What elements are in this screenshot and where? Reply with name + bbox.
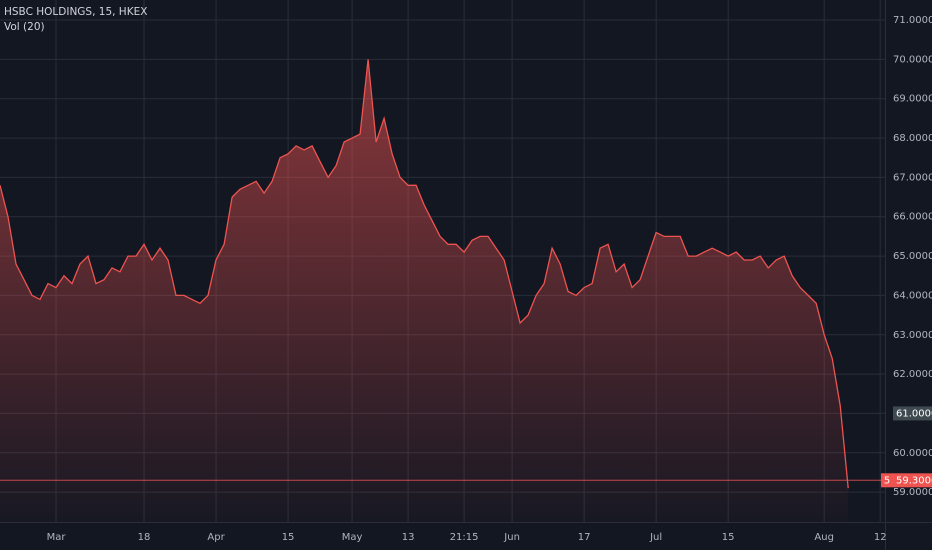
labels: 59.0000 60.0000 61.0000 62.0000 63.0000 64.00… bbox=[47, 15, 932, 543]
x-tick-label: 15 bbox=[282, 532, 295, 543]
y-tick-label: 62.0000 bbox=[893, 369, 932, 380]
x-tick-label: Jul bbox=[649, 532, 662, 543]
x-tick-label: 15 bbox=[722, 532, 735, 543]
x-tick-label: Mar bbox=[47, 532, 67, 543]
price-label: 59.3000 bbox=[896, 475, 932, 486]
y-tick-label: 67.0000 bbox=[893, 172, 932, 183]
y-tick-label: 68.0000 bbox=[893, 133, 932, 144]
price-tag: 5 bbox=[884, 475, 890, 486]
x-tick-label: Aug bbox=[814, 532, 834, 543]
x-tick-label: 18 bbox=[138, 532, 151, 543]
chart-title: HSBC HOLDINGS, 15, HKEX bbox=[4, 6, 147, 18]
y-tick-label: 60.0000 bbox=[893, 448, 932, 459]
y-tick-label: 71.0000 bbox=[893, 15, 932, 26]
y-tick-label: 64.0000 bbox=[893, 290, 932, 301]
price-label: 61.0000 bbox=[896, 408, 932, 419]
x-tick-label: 13 bbox=[402, 532, 415, 543]
x-tick-label: Apr bbox=[207, 532, 225, 543]
x-tick-label: Jun bbox=[503, 532, 520, 543]
x-tick-label: 12 bbox=[874, 532, 887, 543]
x-tick-label: 21:15 bbox=[450, 532, 479, 543]
chart-subtitle: Vol (20) bbox=[4, 21, 45, 33]
price-label-box bbox=[893, 473, 932, 488]
y-tick-label: 66.0000 bbox=[893, 212, 932, 223]
y-tick-label: 65.0000 bbox=[893, 251, 932, 262]
y-tick-label: 70.0000 bbox=[893, 54, 932, 65]
area-fill bbox=[0, 59, 849, 523]
x-tick-label: May bbox=[342, 532, 363, 543]
y-tick-label: 59.0000 bbox=[893, 487, 932, 498]
y-tick-label: 63.0000 bbox=[893, 330, 932, 341]
y-tick-label: 69.0000 bbox=[893, 94, 932, 105]
price-line bbox=[0, 59, 849, 489]
price-tag-box bbox=[881, 473, 893, 488]
plot bbox=[0, 59, 885, 523]
x-tick-label: 17 bbox=[578, 532, 591, 543]
price-label-box bbox=[893, 406, 932, 421]
